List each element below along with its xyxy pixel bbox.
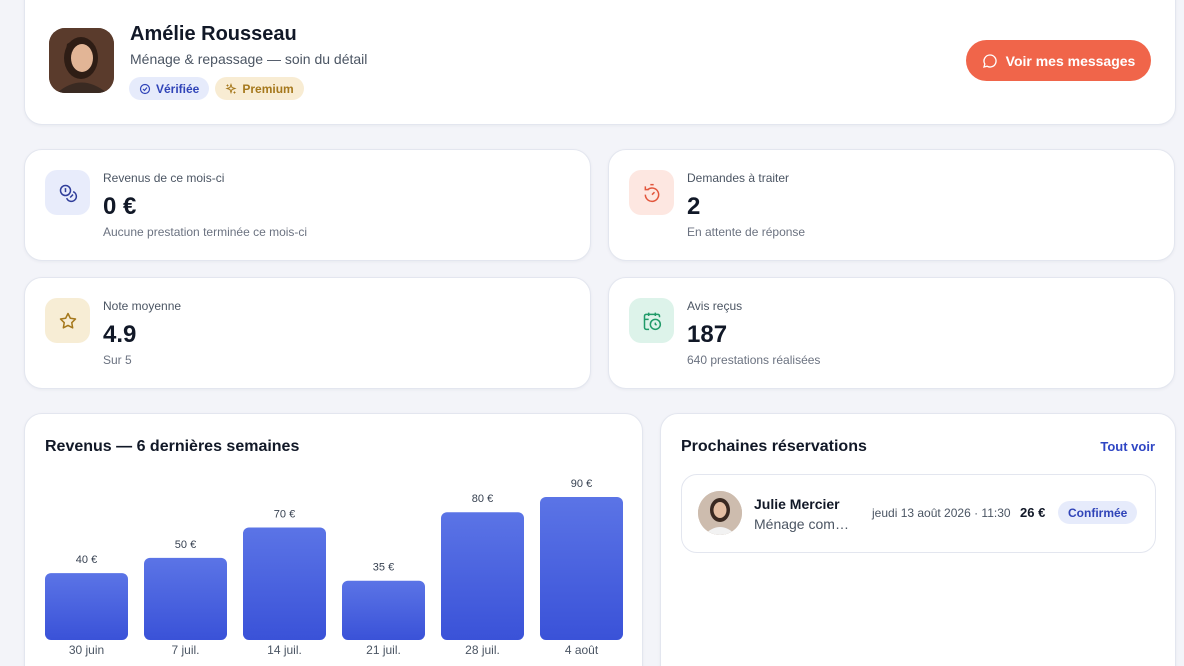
revenue-bar-chart: 40 € 30 juin 50 € 7 juil. 70 € 14 juil. 35 € 21… bbox=[45, 478, 623, 657]
coins-icon bbox=[45, 170, 90, 215]
client-name: Julie Mercier bbox=[754, 496, 840, 512]
category-label: 4 août bbox=[565, 643, 599, 657]
category-label: 30 juin bbox=[69, 643, 104, 657]
verified-badge-label: Vérifiée bbox=[156, 81, 200, 96]
stat-value: 187 bbox=[687, 321, 728, 348]
bar-value-label: 40 € bbox=[76, 554, 97, 566]
revenue-bar bbox=[45, 573, 128, 640]
stat-note: Aucune prestation terminée ce mois-ci bbox=[103, 225, 308, 239]
check-circle-icon bbox=[139, 83, 151, 94]
category-label: 21 juil. bbox=[366, 643, 401, 657]
revenue-bar bbox=[144, 557, 227, 640]
view-messages-button[interactable]: Voir mes messages bbox=[966, 40, 1151, 81]
profile-avatar bbox=[49, 28, 114, 93]
stat-note: 640 prestations réalisées bbox=[687, 353, 821, 367]
stat-value: 4.9 bbox=[103, 321, 137, 348]
stat-value: 2 bbox=[687, 193, 701, 220]
calendar-clock-icon bbox=[629, 298, 674, 343]
bar-value-label: 50 € bbox=[175, 539, 196, 551]
see-all-link[interactable]: Tout voir bbox=[1100, 439, 1155, 454]
premium-badge: Premium bbox=[215, 77, 304, 100]
bar-value-label: 35 € bbox=[373, 562, 394, 574]
reservations-card: Prochaines réservations Tout voir Julie … bbox=[660, 413, 1176, 666]
category-label: 14 juil. bbox=[267, 643, 302, 657]
reservation-price: 26 € bbox=[1020, 505, 1046, 520]
reservation-date: jeudi 13 août 2026 · 11:30 bbox=[872, 506, 1011, 520]
reservation-item[interactable]: Julie Mercier Ménage complet jeudi 13 ao… bbox=[681, 474, 1156, 553]
stat-card-requests: Demandes à traiter 2 En attente de répon… bbox=[608, 149, 1175, 261]
chart-title: Revenus — 6 dernières semaines bbox=[45, 438, 300, 455]
profile-subtitle: Ménage & repassage — soin du détail bbox=[130, 51, 368, 67]
revenue-bar bbox=[441, 512, 524, 640]
stat-value: 0 € bbox=[103, 193, 137, 220]
profile-name: Amélie Rousseau bbox=[130, 23, 297, 45]
verified-badge: Vérifiée bbox=[129, 77, 210, 100]
premium-badge-label: Premium bbox=[242, 81, 294, 96]
stat-card-rating: Note moyenne 4.9 Sur 5 bbox=[24, 277, 591, 389]
category-label: 7 juil. bbox=[171, 643, 199, 657]
stat-card-revenue: Revenus de ce mois-ci 0 € Aucune prestat… bbox=[24, 149, 591, 261]
chat-bubble-icon bbox=[982, 53, 997, 68]
profile-badges: Vérifiée Premium bbox=[129, 77, 304, 100]
bar-value-label: 80 € bbox=[472, 493, 493, 505]
timer-icon bbox=[629, 170, 674, 215]
stat-note: En attente de réponse bbox=[687, 225, 806, 239]
revenue-bar bbox=[342, 580, 425, 640]
revenue-bar bbox=[243, 527, 326, 640]
stat-label: Revenus de ce mois-ci bbox=[103, 171, 225, 185]
stat-label: Avis reçus bbox=[687, 299, 743, 313]
stat-note: Sur 5 bbox=[103, 353, 132, 367]
stat-label: Demandes à traiter bbox=[687, 171, 790, 185]
stat-label: Note moyenne bbox=[103, 299, 182, 313]
view-messages-label: Voir mes messages bbox=[1005, 52, 1136, 69]
service-name: Ménage complet bbox=[754, 516, 854, 532]
revenue-bar bbox=[540, 497, 623, 640]
reservations-title: Prochaines réservations bbox=[681, 438, 867, 455]
category-label: 28 juil. bbox=[465, 643, 500, 657]
bar-value-label: 70 € bbox=[274, 508, 295, 520]
sparkles-icon bbox=[225, 82, 237, 94]
profile-card: Amélie Rousseau Ménage & repassage — soi… bbox=[24, 0, 1176, 125]
bar-value-label: 90 € bbox=[571, 478, 592, 490]
status-badge: Confirmée bbox=[1058, 501, 1138, 524]
client-avatar bbox=[698, 491, 742, 535]
revenue-chart-card: Revenus — 6 dernières semaines 40 € 30 ju… bbox=[24, 413, 643, 666]
star-icon bbox=[45, 298, 90, 343]
stat-card-reviews: Avis reçus 187 640 prestations réalisées bbox=[608, 277, 1175, 389]
